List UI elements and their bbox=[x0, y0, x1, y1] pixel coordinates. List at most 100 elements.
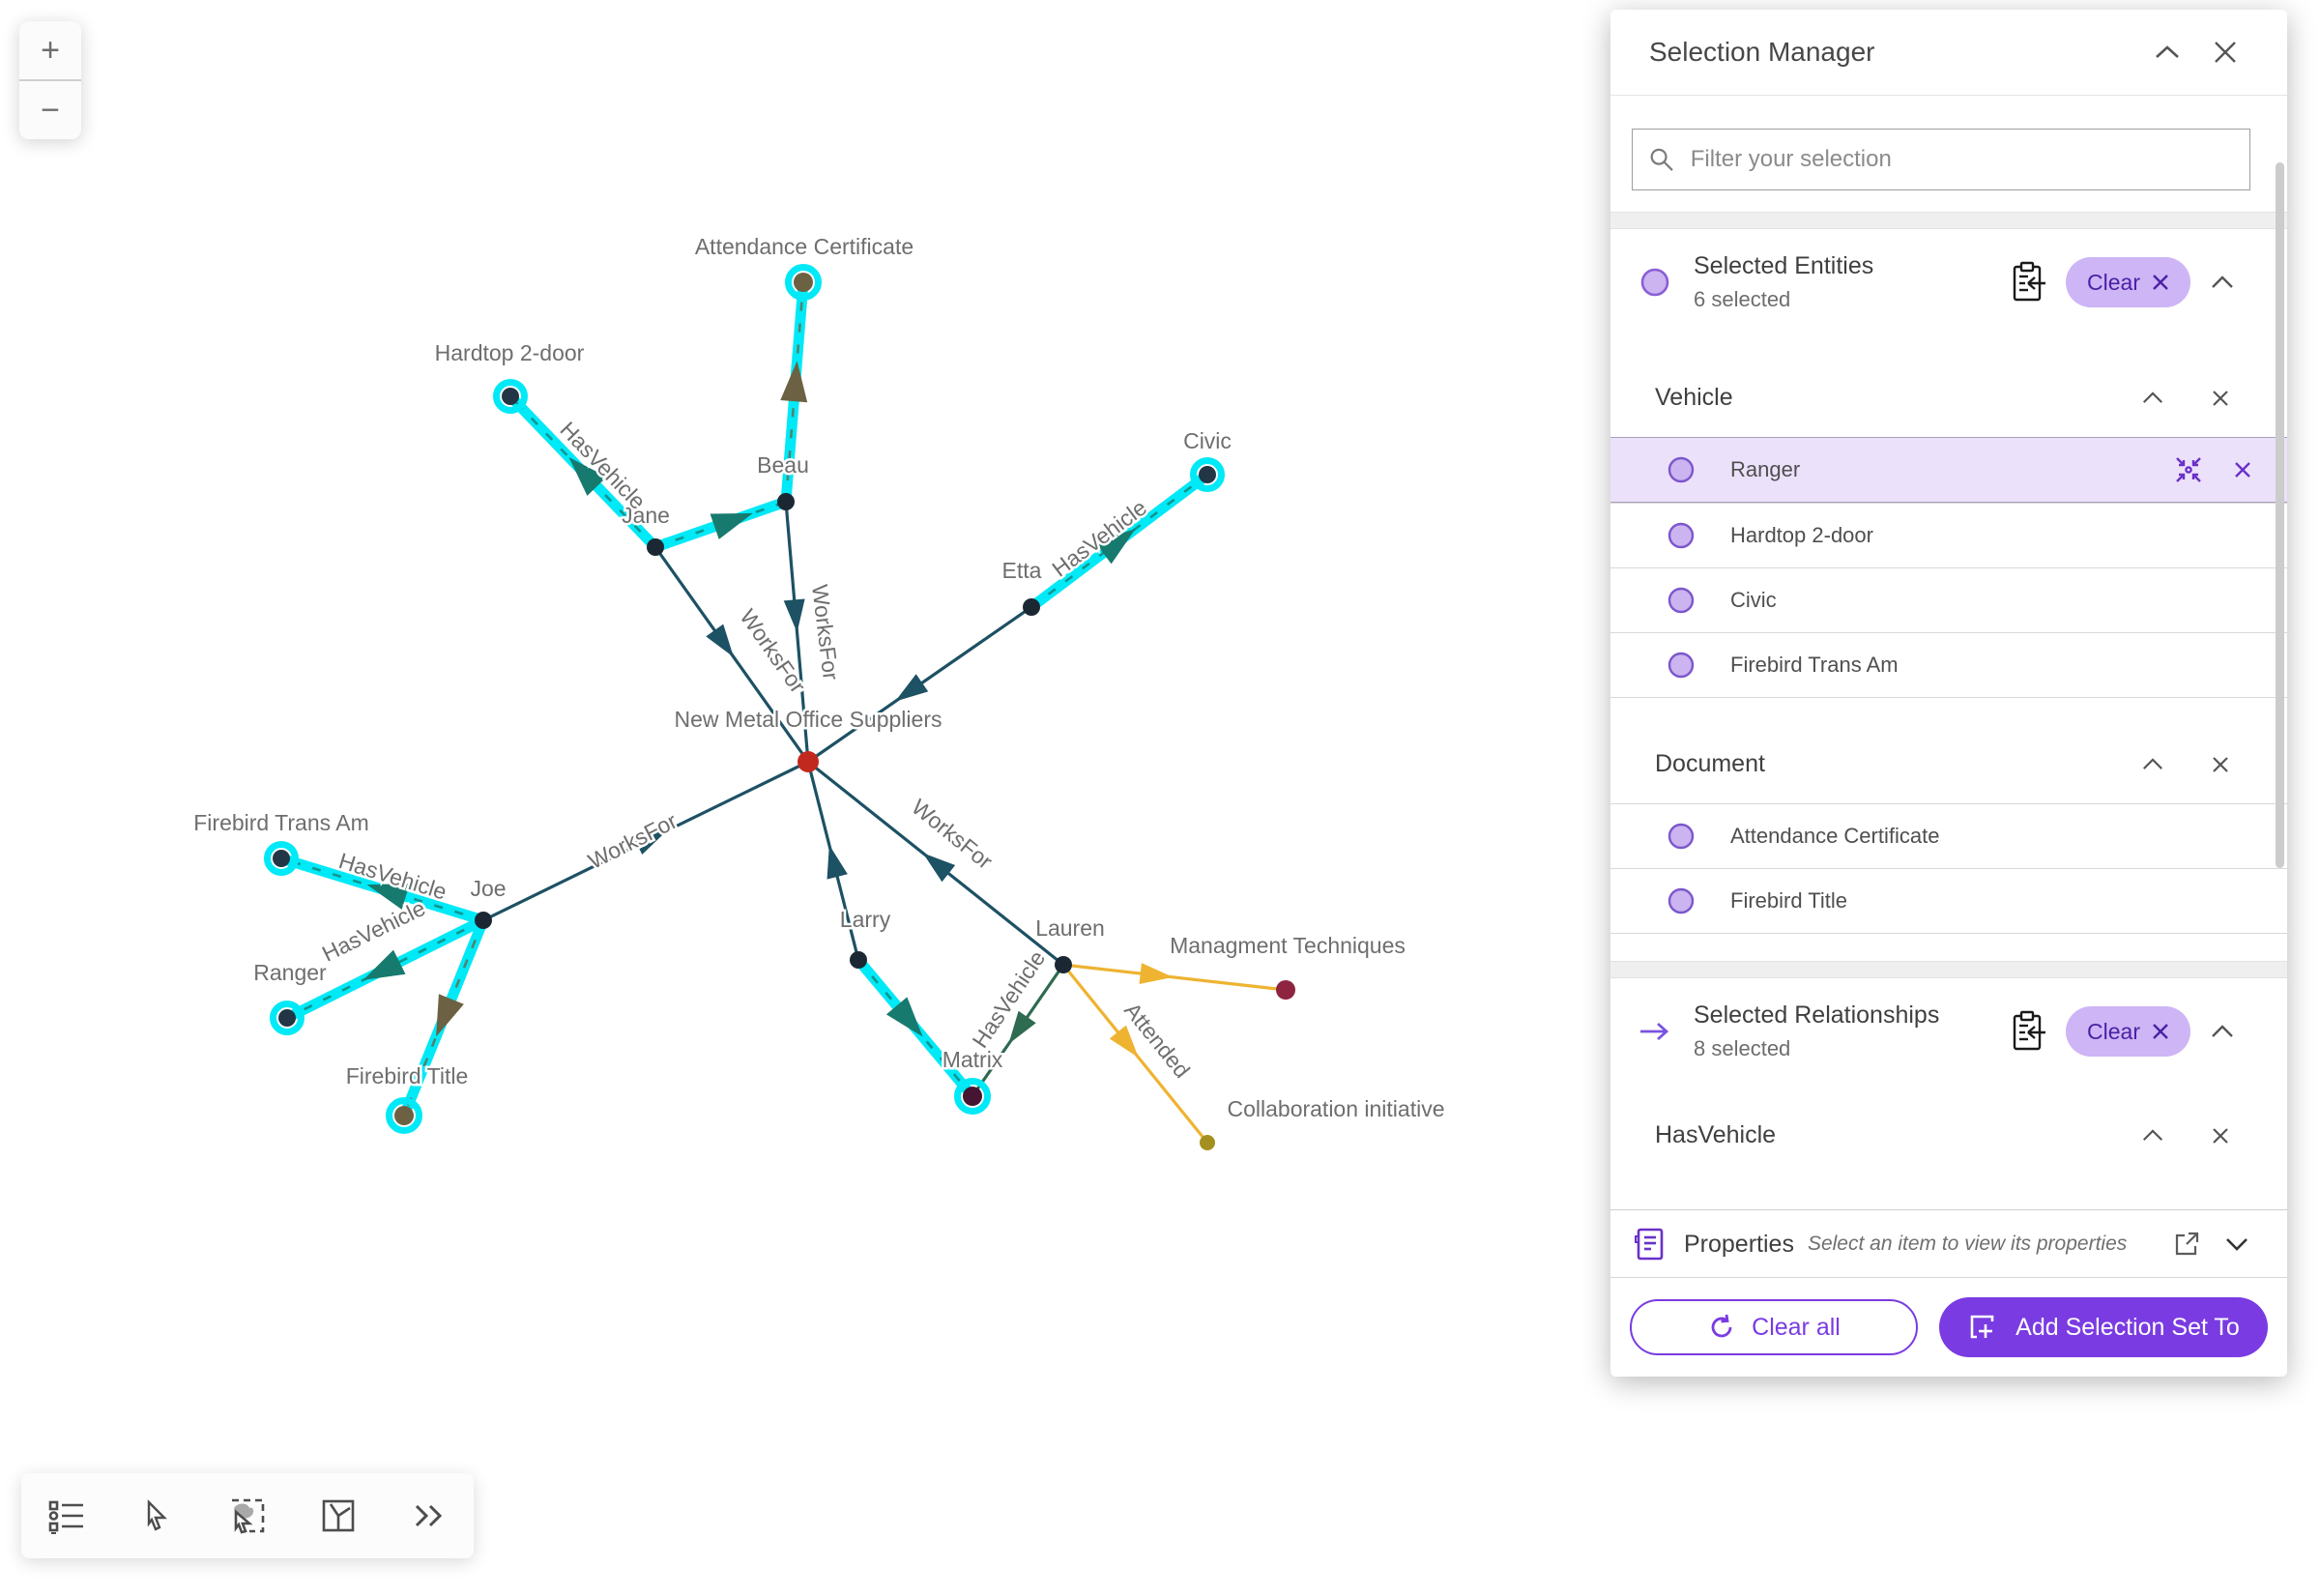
clear-relationships-button[interactable]: Clear bbox=[2066, 1006, 2190, 1057]
collapse-relationships-button[interactable] bbox=[2190, 1024, 2254, 1039]
entity-circle-icon bbox=[1668, 887, 1695, 914]
remove-group-button[interactable] bbox=[2187, 1126, 2254, 1146]
chevron-down-icon bbox=[2226, 1238, 2248, 1251]
clear-relationships-label: Clear bbox=[2087, 1018, 2140, 1044]
chevron-up-icon bbox=[2212, 276, 2233, 288]
graph-node-joe[interactable] bbox=[475, 912, 492, 929]
copy-selection-button[interactable] bbox=[2002, 1010, 2054, 1053]
graph-node-collab[interactable] bbox=[1200, 1135, 1215, 1150]
node-label-hardtop: Hardtop 2-door bbox=[435, 340, 585, 365]
graph-node-attendance[interactable] bbox=[794, 273, 813, 292]
list-item-firebird-title[interactable]: Firebird Title bbox=[1610, 868, 2287, 934]
relationship-arrow-icon bbox=[1640, 1022, 1669, 1041]
remove-group-button[interactable] bbox=[2187, 755, 2254, 774]
group-name: Vehicle bbox=[1655, 384, 1733, 411]
list-item-civic[interactable]: Civic bbox=[1610, 567, 2287, 632]
graph-node-company[interactable] bbox=[798, 751, 819, 772]
zoom-out-button[interactable]: − bbox=[41, 91, 60, 129]
group-header-vehicle: Vehicle bbox=[1610, 332, 2287, 437]
collapse-group-button[interactable] bbox=[2119, 1128, 2187, 1143]
zoom-in-button[interactable]: + bbox=[41, 31, 60, 69]
graph-node-larry[interactable] bbox=[850, 951, 867, 969]
list-item-firebird-trans-am[interactable]: Firebird Trans Am bbox=[1610, 632, 2287, 698]
legend-button[interactable] bbox=[38, 1487, 96, 1545]
panel-scrollbar[interactable] bbox=[2276, 162, 2284, 868]
group-rows: Attendance Certificate Firebird Title bbox=[1610, 803, 2287, 934]
add-selection-set-button[interactable]: Add Selection Set To bbox=[1939, 1297, 2268, 1357]
panel-header: Selection Manager bbox=[1610, 10, 2287, 96]
select-features-button[interactable] bbox=[218, 1487, 276, 1545]
node-label-firebird_title: Firebird Title bbox=[346, 1063, 469, 1088]
edge-core bbox=[280, 856, 484, 922]
clear-all-button[interactable]: Clear all bbox=[1630, 1299, 1918, 1355]
chart-toolbar bbox=[21, 1473, 474, 1558]
node-label-firebird_tam: Firebird Trans Am bbox=[193, 810, 369, 835]
node-label-ranger: Ranger bbox=[253, 960, 327, 985]
open-properties-button[interactable] bbox=[2161, 1215, 2212, 1273]
edge-attended[interactable] bbox=[1062, 963, 1287, 992]
graph-node-civic[interactable] bbox=[1199, 466, 1216, 483]
collapse-group-button[interactable] bbox=[2119, 757, 2187, 771]
zoom-to-item-button[interactable] bbox=[2161, 455, 2216, 484]
edge-arrowhead bbox=[1094, 528, 1136, 565]
collapse-group-button[interactable] bbox=[2119, 391, 2187, 405]
group-rows: Ranger Hardtop 2-door Civic Firebird Trans … bbox=[1610, 437, 2287, 698]
list-item-hardtop-2-door[interactable]: Hardtop 2-door bbox=[1610, 503, 2287, 567]
properties-bar[interactable]: Properties Select an item to view its pr… bbox=[1610, 1209, 2287, 1278]
close-panel-button[interactable] bbox=[2196, 23, 2254, 81]
graph-node-ranger[interactable] bbox=[278, 1009, 296, 1027]
graph-node-firebird_tam[interactable] bbox=[273, 850, 290, 867]
node-selection-ring bbox=[264, 841, 299, 876]
double-chevron-icon bbox=[416, 1504, 443, 1527]
item-label: Civic bbox=[1730, 588, 1777, 612]
filter-section bbox=[1610, 96, 2287, 212]
graph-node-mgmt[interactable] bbox=[1276, 980, 1295, 1000]
graph-node-hardtop[interactable] bbox=[502, 388, 519, 405]
copy-selection-button[interactable] bbox=[2002, 261, 2054, 304]
expand-properties-button[interactable] bbox=[2212, 1215, 2262, 1273]
list-item-attendance-certificate[interactable]: Attendance Certificate bbox=[1610, 803, 2287, 868]
remove-item-button[interactable] bbox=[2216, 460, 2270, 479]
node-selection-ring bbox=[493, 379, 528, 414]
filter-input[interactable] bbox=[1688, 145, 2234, 174]
graph-node-etta[interactable] bbox=[1023, 598, 1040, 616]
collapse-entities-button[interactable] bbox=[2190, 275, 2254, 290]
node-selection-ring bbox=[386, 1097, 422, 1134]
clear-entities-button[interactable]: Clear bbox=[2066, 257, 2190, 307]
entity-circle-icon bbox=[1668, 823, 1695, 850]
edge-arrowhead bbox=[780, 361, 808, 403]
close-icon bbox=[2213, 1127, 2228, 1144]
legend-icon bbox=[48, 1500, 83, 1534]
open-in-new-icon bbox=[2175, 1232, 2199, 1256]
node-label-matrix: Matrix bbox=[942, 1047, 1003, 1072]
item-label: Ranger bbox=[1730, 457, 1801, 481]
graph-node-matrix[interactable] bbox=[963, 1087, 982, 1106]
section-divider-band bbox=[1610, 961, 2287, 978]
graph-node-beau[interactable] bbox=[777, 493, 795, 510]
edge-core bbox=[402, 919, 485, 1117]
layout-tool-button[interactable] bbox=[309, 1487, 367, 1545]
graph-node-lauren[interactable] bbox=[1055, 956, 1072, 973]
pointer-icon bbox=[148, 1499, 168, 1531]
clipboard-arrow-icon bbox=[2013, 261, 2046, 302]
edge-arrowhead bbox=[362, 949, 406, 980]
remove-item-icon bbox=[2235, 462, 2250, 478]
pointer-tool-button[interactable] bbox=[128, 1487, 186, 1545]
graph-node-firebird_title[interactable] bbox=[394, 1106, 414, 1125]
entity-circle-icon bbox=[1668, 522, 1695, 549]
graph-node-jane[interactable] bbox=[647, 538, 664, 556]
collapse-panel-button[interactable] bbox=[2138, 23, 2196, 81]
chevron-up-icon bbox=[2156, 45, 2179, 58]
edge-arrowhead bbox=[436, 994, 464, 1037]
chevron-up-icon bbox=[2142, 392, 2163, 403]
chevron-up-icon bbox=[2212, 1025, 2233, 1037]
list-item-ranger[interactable]: Ranger bbox=[1610, 437, 2287, 503]
zoom-control: + − bbox=[19, 21, 81, 139]
entity-circle-icon bbox=[1668, 587, 1695, 614]
clear-entities-label: Clear bbox=[2087, 269, 2140, 295]
selected-relationships-count: 8 selected bbox=[1694, 1036, 1791, 1060]
entity-groups: Vehicle Ranger Hardtop 2-door Civic Firebird… bbox=[1610, 332, 2287, 934]
remove-group-button[interactable] bbox=[2187, 389, 2254, 408]
more-tools-button[interactable] bbox=[399, 1487, 457, 1545]
